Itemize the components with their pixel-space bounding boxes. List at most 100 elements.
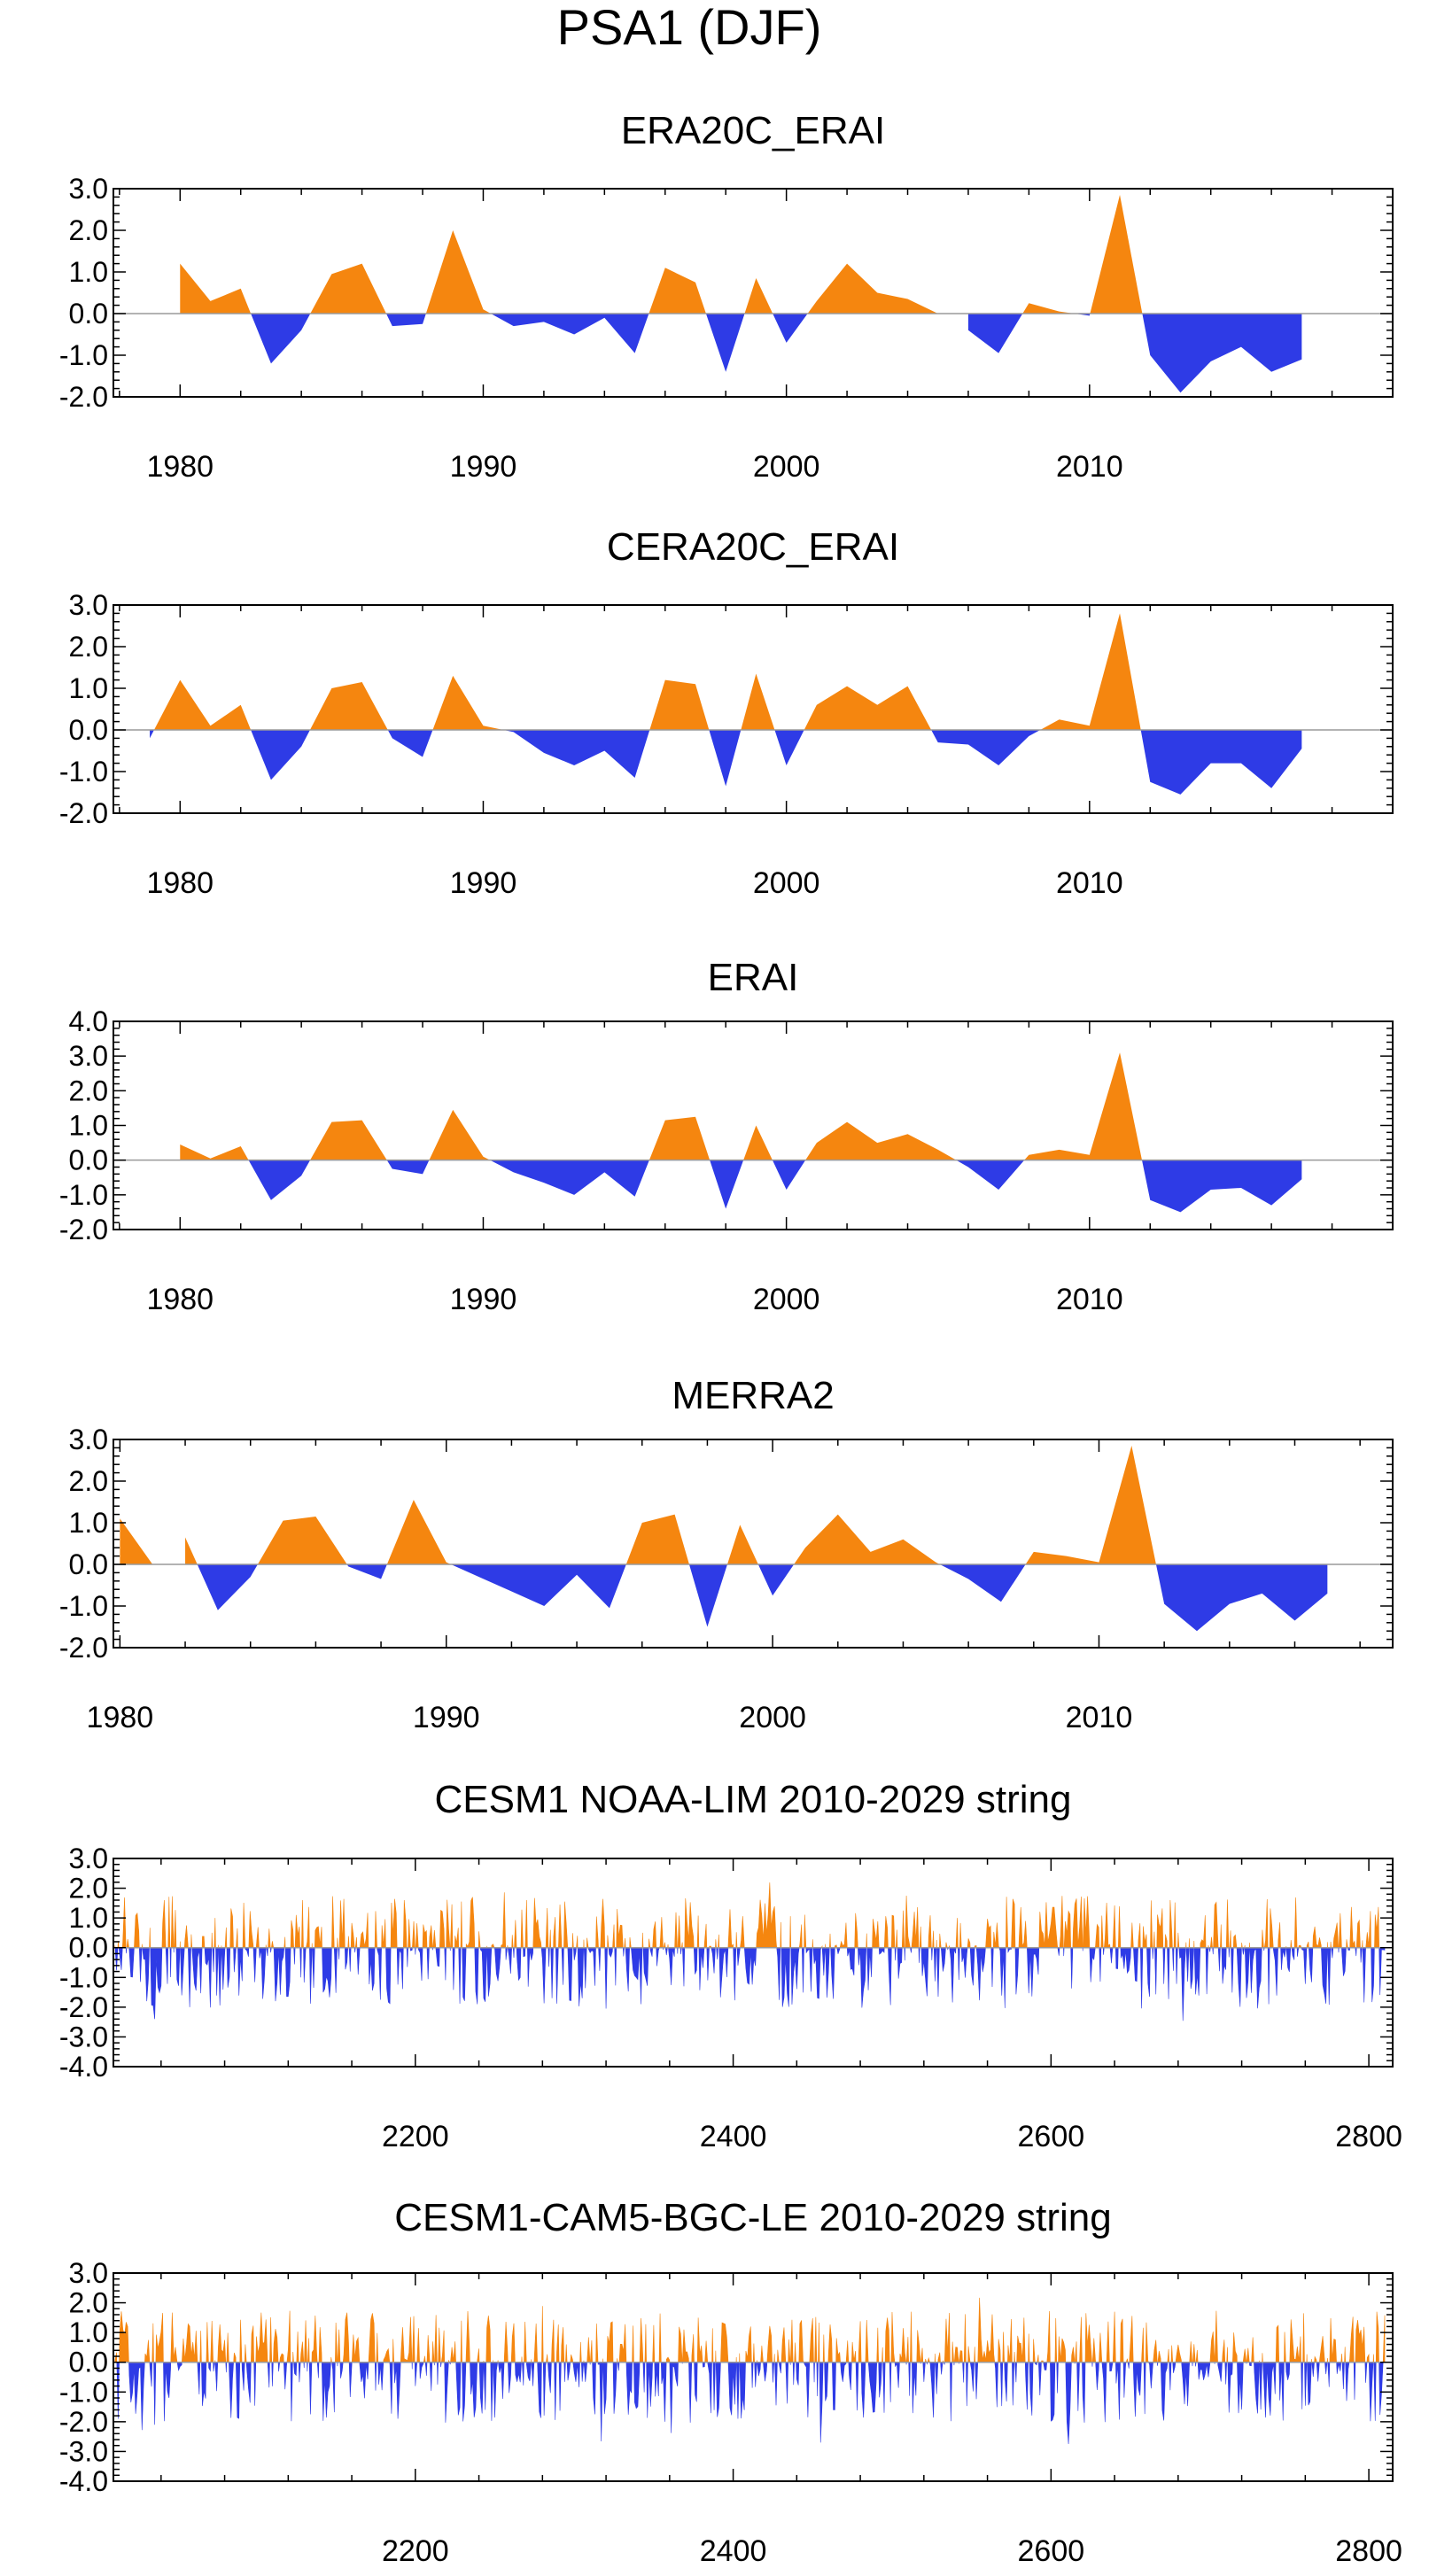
- positive-anomaly-area: [1014, 2351, 1016, 2363]
- negative-anomaly-area: [462, 1947, 467, 2001]
- negative-anomaly-area: [346, 1564, 387, 1579]
- negative-anomaly-area: [303, 1947, 307, 1983]
- negative-anomaly-area: [1373, 2362, 1377, 2421]
- positive-anomaly-area: [1263, 1898, 1269, 1949]
- negative-anomaly-area: [803, 2362, 811, 2417]
- negative-anomaly-area: [711, 1947, 716, 1974]
- negative-anomaly-area: [1063, 1947, 1065, 1957]
- positive-anomaly-area: [565, 2344, 568, 2363]
- negative-anomaly-area: [1142, 1160, 1302, 1213]
- negative-anomaly-area: [387, 730, 433, 757]
- negative-anomaly-area: [819, 2362, 824, 2443]
- positive-anomaly-area: [1290, 1939, 1293, 1949]
- positive-anomaly-area: [1344, 2347, 1347, 2363]
- negative-anomaly-area: [150, 1947, 163, 2020]
- positive-anomaly-area: [1018, 1907, 1028, 1949]
- positive-anomaly-area: [450, 2341, 456, 2363]
- negative-anomaly-area: [774, 2362, 778, 2406]
- negative-anomaly-area: [1311, 2362, 1315, 2378]
- positive-anomaly-area: [1365, 1911, 1371, 1949]
- x-tick-label: 2000: [753, 1283, 820, 1316]
- positive-anomaly-area: [1200, 1915, 1207, 1949]
- negative-anomaly-area: [215, 1947, 219, 1996]
- positive-anomaly-area: [1284, 2332, 1286, 2363]
- y-tick-label: -1.0: [59, 2376, 108, 2408]
- negative-anomaly-area: [994, 2362, 998, 2408]
- negative-anomaly-area: [1341, 1947, 1347, 1976]
- negative-anomaly-area: [435, 1947, 440, 1967]
- negative-anomaly-area: [277, 2362, 281, 2372]
- negative-anomaly-area: [894, 2362, 900, 2388]
- positive-anomaly-area: [301, 1899, 304, 1949]
- x-tick-label: 1990: [450, 1283, 517, 1316]
- negative-anomaly-area: [669, 2362, 679, 2433]
- negative-anomaly-area: [503, 730, 650, 779]
- positive-anomaly-area: [149, 1928, 151, 1949]
- positive-anomaly-area: [292, 2351, 294, 2363]
- positive-anomaly-area: [1002, 2332, 1006, 2363]
- positive-anomaly-area: [618, 2324, 627, 2363]
- negative-anomaly-area: [213, 2362, 215, 2372]
- negative-anomaly-area: [1024, 2362, 1029, 2410]
- positive-anomaly-area: [314, 1926, 322, 1949]
- positive-anomaly-area: [1175, 2344, 1182, 2363]
- positive-anomaly-area: [426, 2335, 431, 2363]
- negative-anomaly-area: [308, 2362, 313, 2415]
- positive-anomaly-area: [1214, 2310, 1218, 2363]
- x-tick-label: 2800: [1335, 2120, 1402, 2153]
- positive-anomaly-area: [789, 2319, 794, 2363]
- negative-anomaly-area: [680, 1947, 682, 1955]
- positive-anomaly-area: [392, 2339, 394, 2363]
- positive-anomaly-area: [648, 1116, 711, 1160]
- positive-anomaly-area: [242, 1903, 246, 1949]
- y-tick-label: 2.0: [69, 631, 108, 663]
- x-tick-label: 1990: [450, 450, 517, 484]
- negative-anomaly-area: [960, 1947, 968, 1978]
- negative-anomaly-area: [577, 1947, 585, 2006]
- positive-anomaly-area: [299, 2341, 305, 2363]
- negative-anomaly-area: [1262, 2362, 1277, 2418]
- positive-anomaly-area: [1025, 1446, 1156, 1564]
- negative-anomaly-area: [555, 1947, 559, 2004]
- negative-anomaly-area: [848, 2362, 852, 2390]
- negative-anomaly-area: [625, 2362, 633, 2415]
- negative-anomaly-area: [522, 2362, 524, 2386]
- positive-anomaly-area: [541, 2306, 544, 2363]
- positive-anomaly-area: [703, 1923, 708, 1949]
- positive-anomaly-area: [1312, 1926, 1322, 1949]
- negative-anomaly-area: [180, 1947, 185, 1996]
- negative-anomaly-area: [1148, 2362, 1153, 2389]
- y-tick-label: 0.0: [69, 2347, 108, 2378]
- positive-anomaly-area: [514, 1920, 517, 1949]
- negative-anomaly-area: [774, 730, 804, 765]
- negative-anomaly-area: [1109, 2362, 1114, 2372]
- negative-anomaly-area: [693, 1947, 698, 1975]
- negative-anomaly-area: [339, 2362, 344, 2378]
- positive-anomaly-area: [248, 1911, 254, 1949]
- negative-anomaly-area: [284, 1947, 291, 1998]
- positive-anomaly-area: [648, 268, 706, 314]
- positive-anomaly-area: [652, 1921, 657, 1949]
- positive-anomaly-area: [549, 1929, 552, 1949]
- positive-anomaly-area: [1100, 1915, 1104, 1949]
- negative-anomaly-area: [1338, 1947, 1340, 1953]
- negative-anomaly-area: [1127, 2362, 1130, 2369]
- positive-anomaly-area: [1209, 1936, 1213, 1949]
- positive-anomaly-area: [953, 2347, 959, 2363]
- negative-anomaly-area: [1331, 1947, 1334, 1959]
- y-tick-label: -3.0: [59, 2021, 108, 2052]
- negative-anomaly-area: [860, 2362, 866, 2418]
- positive-anomaly-area: [1246, 2347, 1250, 2363]
- plot-frame: [113, 1020, 1394, 1230]
- negative-anomaly-area: [188, 1947, 191, 2007]
- positive-anomaly-area: [1094, 1923, 1100, 1949]
- negative-anomaly-area: [617, 2362, 620, 2371]
- negative-anomaly-area: [1101, 2362, 1107, 2423]
- negative-anomaly-area: [772, 1160, 806, 1190]
- negative-anomaly-area: [1285, 2362, 1291, 2380]
- positive-anomaly-area: [1040, 613, 1141, 730]
- positive-anomaly-area: [422, 1924, 428, 1949]
- negative-anomaly-area: [878, 2362, 882, 2398]
- positive-anomaly-area: [1193, 1940, 1195, 1949]
- negative-anomaly-area: [1185, 1947, 1190, 1982]
